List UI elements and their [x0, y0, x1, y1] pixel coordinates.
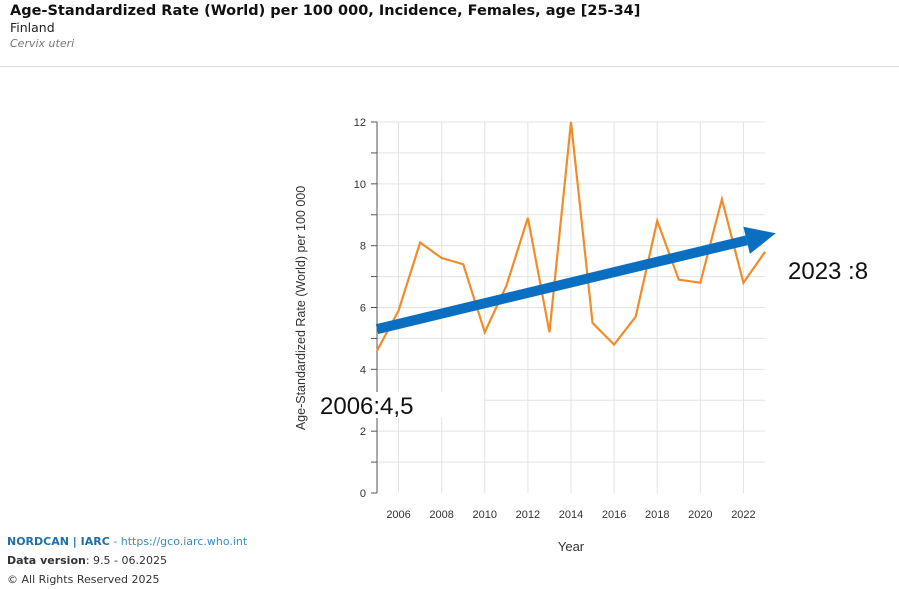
x-tick-label: 2022 [731, 509, 755, 521]
brand: NORDCAN | IARC [7, 535, 110, 548]
y-tick-label: 8 [360, 241, 366, 253]
trend-arrow-shaft [377, 240, 747, 329]
separator: - [110, 535, 121, 548]
x-tick-label: 2012 [516, 509, 540, 521]
copyright: © All Rights Reserved 2025 [7, 570, 247, 589]
x-tick-label: 2010 [473, 509, 497, 521]
x-tick-label: 2020 [688, 509, 712, 521]
annotation-end: 2023 :8 [788, 258, 868, 285]
x-tick-label: 2006 [386, 509, 410, 521]
y-tick-label: 4 [360, 364, 366, 376]
x-tick-label: 2018 [645, 509, 669, 521]
footer: NORDCAN | IARC - https://gco.iarc.who.in… [7, 532, 247, 589]
source-link[interactable]: https://gco.iarc.who.int [121, 535, 247, 548]
annotation-start: 2006:4,5 [320, 393, 413, 420]
y-tick-label: 2 [360, 426, 366, 438]
x-tick-label: 2008 [429, 509, 453, 521]
x-tick-label: 2016 [602, 509, 626, 521]
y-tick-label: 0 [360, 488, 366, 500]
version-label: Data version [7, 554, 86, 567]
y-axis-label: Age-Standardized Rate (World) per 100 00… [294, 186, 308, 430]
trend-arrow-head [743, 227, 775, 254]
x-tick-label: 2014 [559, 509, 583, 521]
y-tick-label: 10 [354, 179, 366, 191]
y-tick-label: 6 [360, 303, 366, 315]
x-axis-label: Year [558, 539, 585, 554]
version-value: : 9.5 - 06.2025 [86, 554, 167, 567]
y-tick-label: 12 [354, 117, 366, 129]
